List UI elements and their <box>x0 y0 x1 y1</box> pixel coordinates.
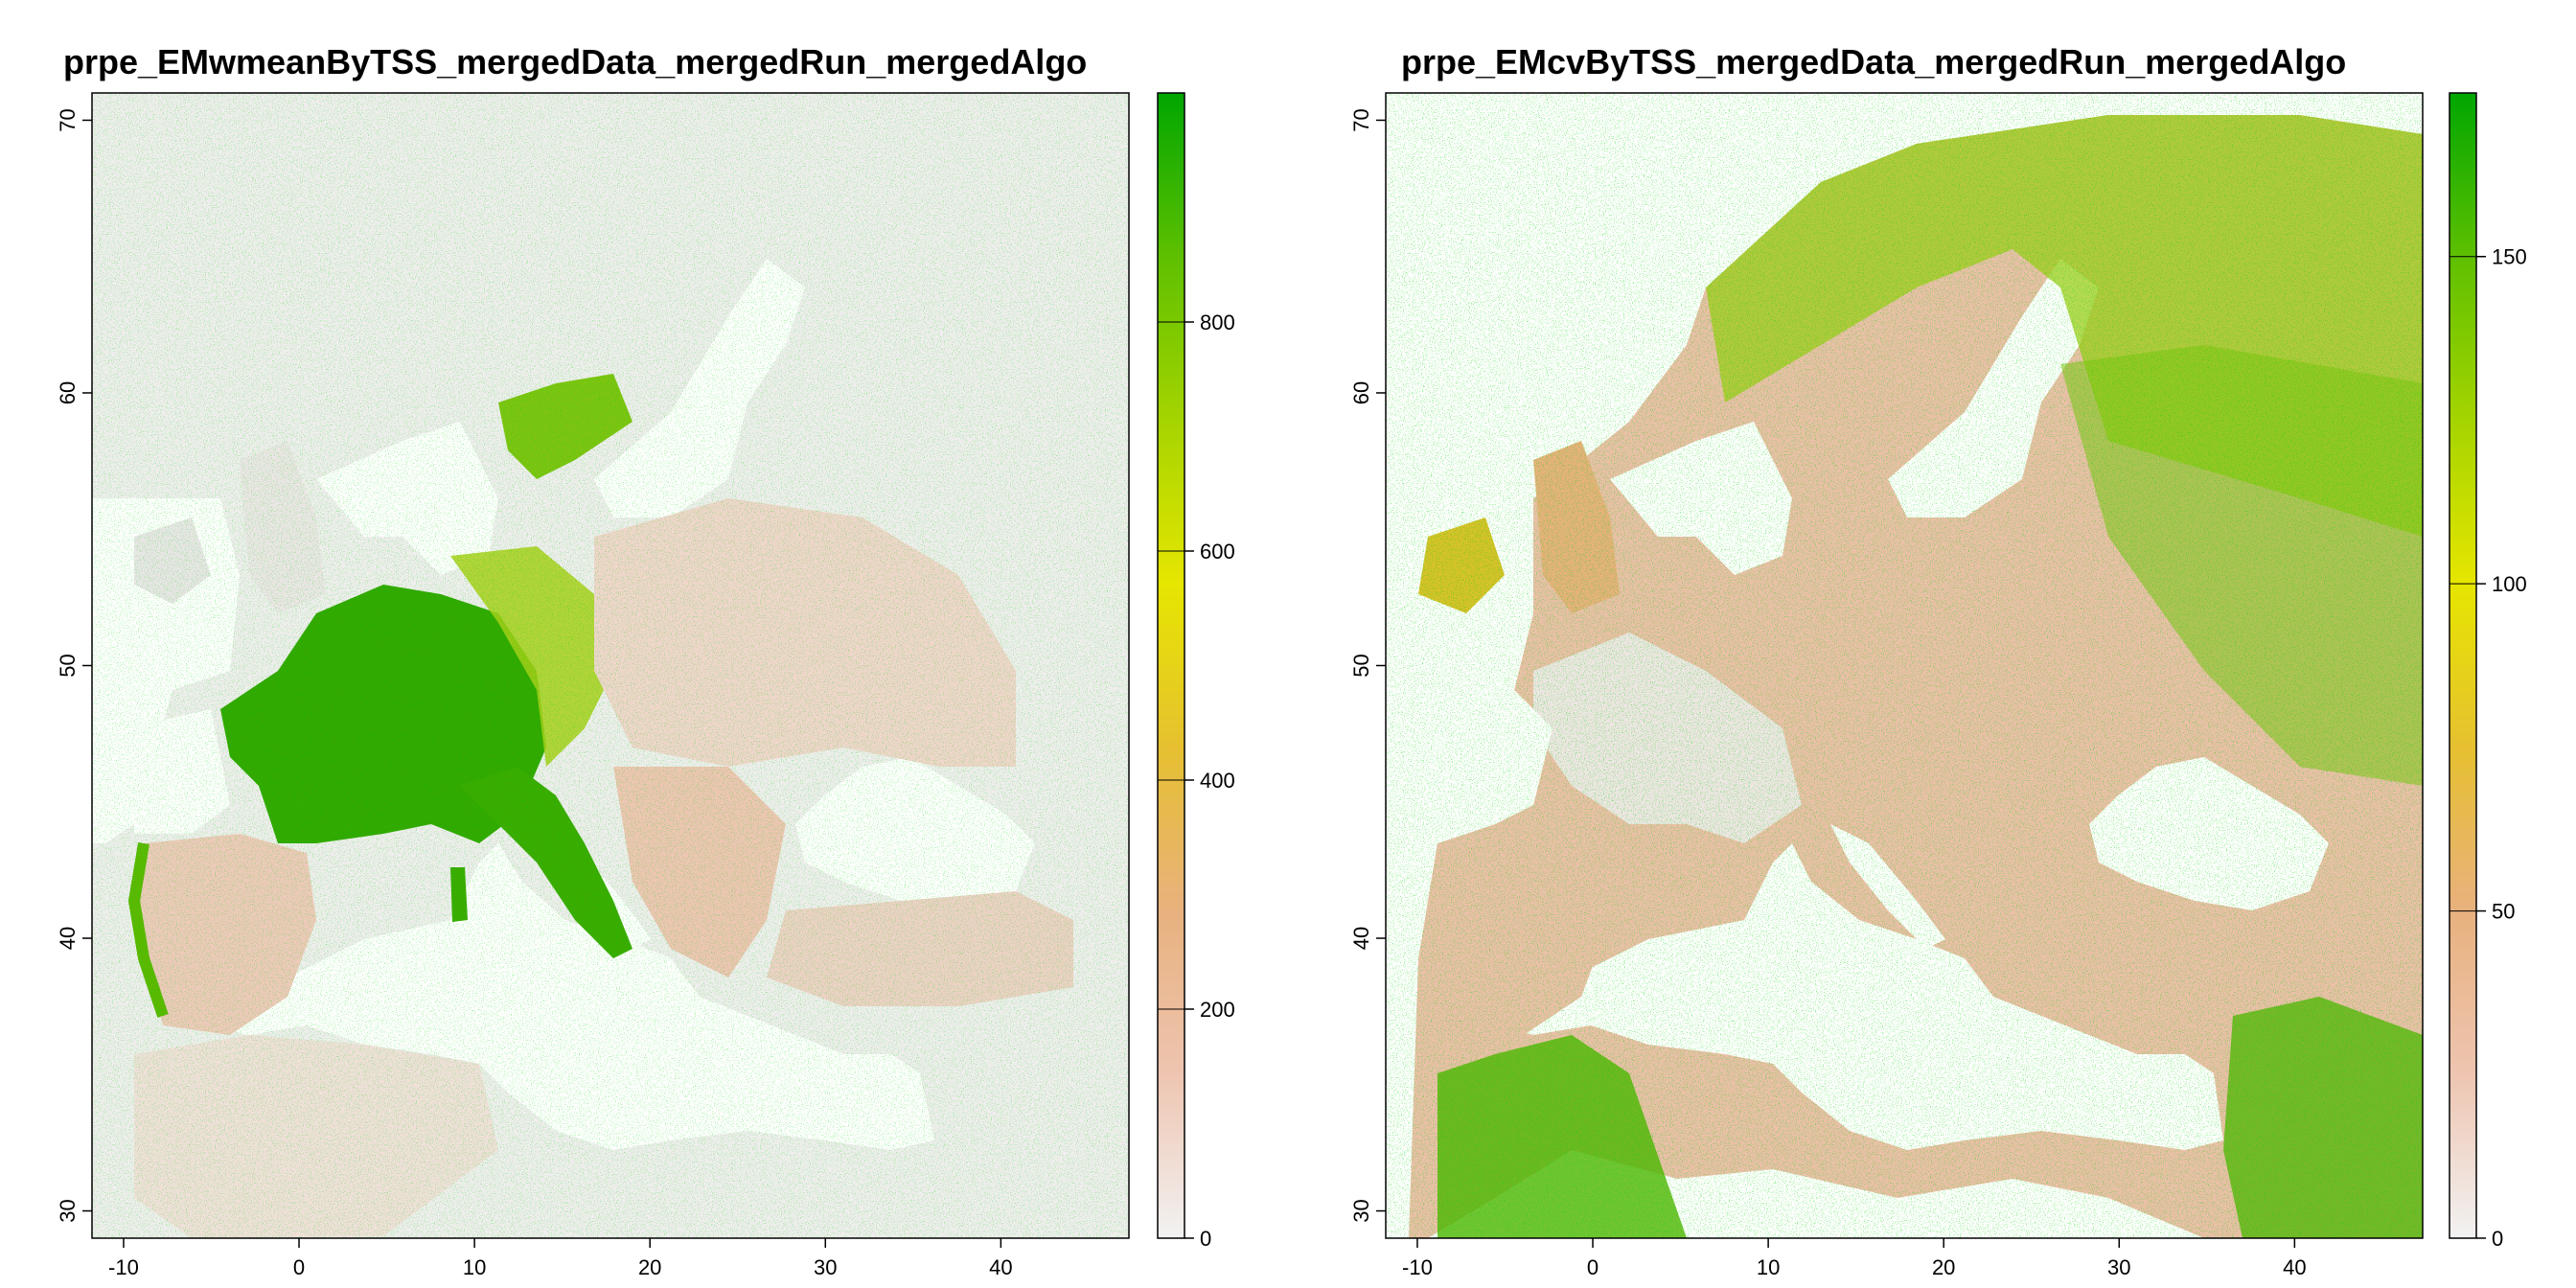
map-left-texture <box>92 93 1129 1238</box>
x-tick-label: 0 <box>293 1255 305 1279</box>
y-tick-label: 70 <box>1349 108 1373 131</box>
legend-tick-label: 400 <box>1200 769 1235 793</box>
legend-tick-label: 800 <box>1200 310 1235 334</box>
map-left <box>92 93 1129 1238</box>
y-tick-label: 60 <box>56 381 80 404</box>
y-tick-label: 40 <box>56 927 80 950</box>
y-tick-label: 30 <box>1349 1199 1373 1222</box>
x-tick-label: 30 <box>2107 1255 2130 1279</box>
y-tick-label: 40 <box>1349 927 1373 950</box>
legend-tick-label: 0 <box>2492 1227 2503 1251</box>
legend-colorbar <box>1157 92 1185 1239</box>
legend-tick-label: 50 <box>2492 900 2515 924</box>
x-tick-label: -10 <box>1402 1255 1433 1279</box>
x-tick-label: 40 <box>2283 1255 2306 1279</box>
y-tick-label: 70 <box>56 108 80 131</box>
x-tick-label: 30 <box>814 1255 837 1279</box>
map-title-right: prpe_EMcvByTSS_mergedData_mergedRun_merg… <box>1401 42 2347 81</box>
legend-tick-label: 600 <box>1200 540 1235 564</box>
x-tick-label: 10 <box>1757 1255 1780 1279</box>
map-title-left: prpe_EMwmeanByTSS_mergedData_mergedRun_m… <box>63 42 1088 81</box>
legend-tick-label: 150 <box>2492 245 2527 269</box>
legend-tick-label: 0 <box>1200 1227 1211 1251</box>
y-tick-label: 50 <box>1349 654 1373 677</box>
x-tick-label: 40 <box>989 1255 1012 1279</box>
y-tick-label: 60 <box>1349 381 1373 404</box>
x-tick-label: 20 <box>1932 1255 1955 1279</box>
x-tick-label: 0 <box>1587 1255 1598 1279</box>
y-tick-label: 50 <box>56 654 80 677</box>
legend-tick-label: 100 <box>2492 572 2527 596</box>
map-right-texture <box>1386 93 2423 1238</box>
x-tick-label: -10 <box>108 1255 139 1279</box>
x-tick-label: 10 <box>463 1255 486 1279</box>
y-tick-label: 30 <box>56 1199 80 1222</box>
legend-colorbar <box>2449 92 2477 1239</box>
legend-tick-label: 200 <box>1200 998 1235 1022</box>
map-right <box>1386 93 2423 1238</box>
x-tick-label: 20 <box>638 1255 661 1279</box>
